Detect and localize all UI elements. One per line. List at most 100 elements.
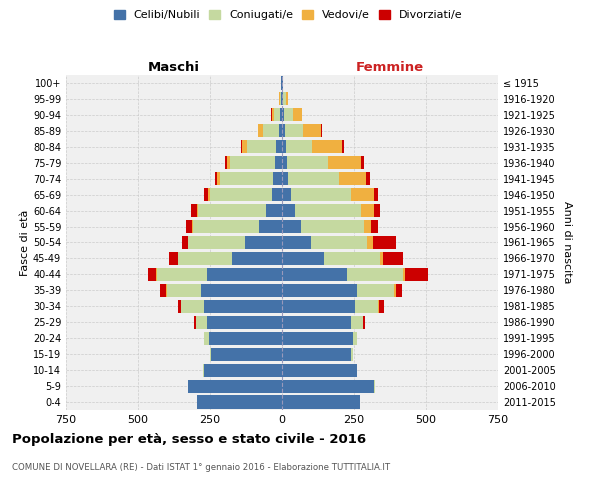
Bar xyxy=(272,108,274,122)
Bar xyxy=(367,236,373,249)
Bar xyxy=(192,220,193,233)
Bar xyxy=(148,268,156,281)
Bar xyxy=(363,316,365,329)
Bar xyxy=(282,284,357,297)
Bar xyxy=(203,364,204,376)
Text: Maschi: Maschi xyxy=(148,61,200,74)
Text: Popolazione per età, sesso e stato civile - 2016: Popolazione per età, sesso e stato civil… xyxy=(12,432,366,446)
Y-axis label: Anni di nascita: Anni di nascita xyxy=(562,201,572,284)
Bar xyxy=(287,156,328,170)
Bar xyxy=(403,268,405,281)
Bar xyxy=(178,300,181,313)
Bar xyxy=(282,252,324,265)
Bar xyxy=(364,220,371,233)
Bar xyxy=(282,204,295,217)
Bar xyxy=(204,364,282,376)
Bar xyxy=(379,300,383,313)
Bar xyxy=(210,188,272,201)
Bar xyxy=(247,140,276,153)
Bar xyxy=(167,284,202,297)
Bar xyxy=(373,236,396,249)
Bar xyxy=(204,188,208,201)
Bar xyxy=(215,172,217,185)
Bar xyxy=(283,92,286,106)
Bar xyxy=(405,268,428,281)
Bar xyxy=(351,316,362,329)
Bar xyxy=(295,204,361,217)
Bar xyxy=(272,188,282,201)
Bar xyxy=(199,204,266,217)
Legend: Celibi/Nubili, Coniugati/e, Vedovi/e, Divorziati/e: Celibi/Nubili, Coniugati/e, Vedovi/e, Di… xyxy=(109,6,467,25)
Bar xyxy=(196,316,207,329)
Bar xyxy=(343,140,344,153)
Bar xyxy=(361,204,374,217)
Text: COMUNE DI NOVELLARA (RE) - Dati ISTAT 1° gennaio 2016 - Elaborazione TUTTITALIA.: COMUNE DI NOVELLARA (RE) - Dati ISTAT 1°… xyxy=(12,462,390,471)
Bar xyxy=(211,348,282,360)
Bar xyxy=(178,252,232,265)
Bar xyxy=(209,332,282,345)
Bar xyxy=(241,140,242,153)
Bar xyxy=(185,220,192,233)
Bar xyxy=(169,252,178,265)
Bar xyxy=(282,188,290,201)
Bar xyxy=(232,252,282,265)
Bar xyxy=(157,268,207,281)
Bar xyxy=(282,396,360,408)
Y-axis label: Fasce di età: Fasce di età xyxy=(20,210,30,276)
Bar xyxy=(290,188,351,201)
Bar xyxy=(245,236,282,249)
Bar xyxy=(396,284,401,297)
Bar xyxy=(282,332,353,345)
Bar xyxy=(202,284,282,297)
Bar xyxy=(328,156,361,170)
Bar xyxy=(289,172,339,185)
Bar xyxy=(282,316,351,329)
Bar xyxy=(266,204,282,217)
Bar xyxy=(227,156,230,170)
Bar xyxy=(394,284,396,297)
Bar xyxy=(301,220,364,233)
Bar xyxy=(274,108,280,122)
Bar xyxy=(263,124,278,138)
Bar xyxy=(276,140,282,153)
Bar xyxy=(280,92,281,106)
Bar xyxy=(284,108,293,122)
Bar xyxy=(208,188,210,201)
Bar xyxy=(380,252,383,265)
Bar xyxy=(278,124,282,138)
Bar xyxy=(182,236,188,249)
Bar xyxy=(191,204,197,217)
Bar xyxy=(282,156,287,170)
Bar xyxy=(193,220,259,233)
Bar xyxy=(282,220,301,233)
Bar xyxy=(259,124,263,138)
Bar xyxy=(374,188,379,201)
Bar xyxy=(286,92,288,106)
Bar xyxy=(282,108,284,122)
Bar xyxy=(361,156,364,170)
Bar xyxy=(282,236,311,249)
Bar xyxy=(204,300,282,313)
Bar xyxy=(353,332,357,345)
Bar xyxy=(181,300,204,313)
Bar xyxy=(197,396,282,408)
Bar xyxy=(374,204,380,217)
Bar xyxy=(282,348,351,360)
Bar xyxy=(357,284,394,297)
Bar xyxy=(282,124,286,138)
Bar xyxy=(225,156,227,170)
Bar xyxy=(303,124,322,138)
Bar xyxy=(371,220,379,233)
Bar xyxy=(220,172,274,185)
Bar xyxy=(275,156,282,170)
Bar xyxy=(282,364,357,376)
Bar xyxy=(282,140,286,153)
Bar xyxy=(197,204,199,217)
Bar xyxy=(188,380,282,392)
Bar xyxy=(282,300,355,313)
Bar xyxy=(286,124,303,138)
Bar xyxy=(282,172,289,185)
Bar xyxy=(204,332,209,345)
Bar xyxy=(293,108,302,122)
Bar xyxy=(160,284,166,297)
